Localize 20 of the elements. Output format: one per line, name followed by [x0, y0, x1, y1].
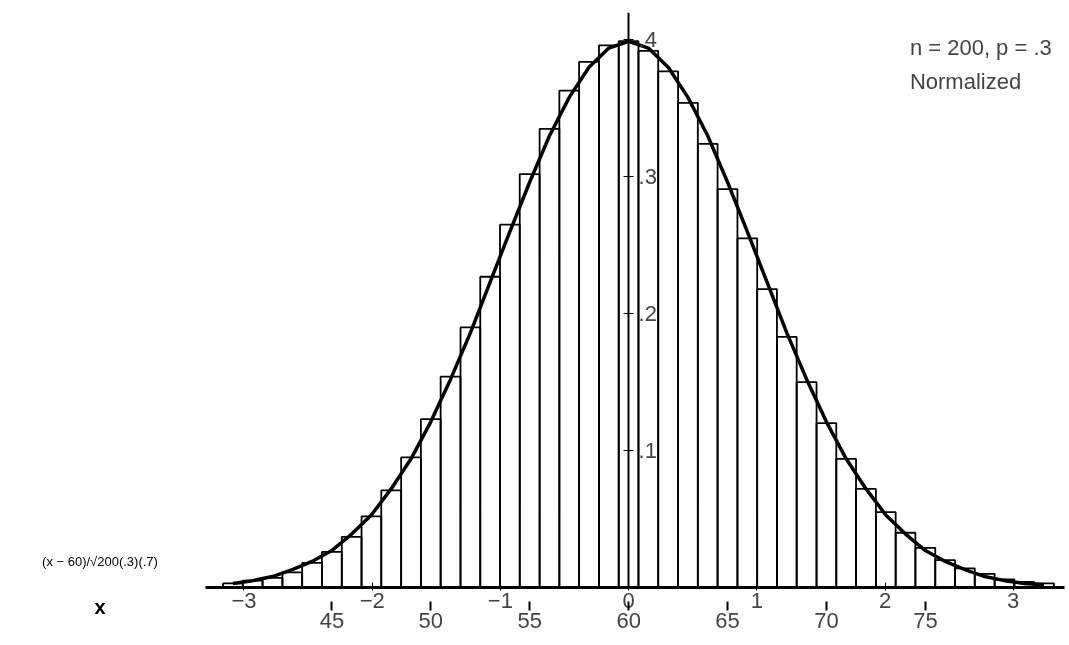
x2-tick-label: 45: [319, 607, 345, 633]
x2-tick-label: 65: [715, 607, 740, 633]
x2-tick-label: 55: [517, 607, 542, 633]
x-tick-label: 1: [750, 587, 763, 613]
x2-tick-label: 50: [418, 607, 444, 633]
annotation: Normalized: [909, 69, 1022, 94]
x-tick-label: −3: [231, 587, 257, 613]
x2-tick-label: 75: [913, 607, 938, 633]
y-tick-label: .4: [638, 27, 657, 53]
x-tick-label: −2: [359, 587, 385, 613]
y-tick-label: .1: [638, 438, 657, 464]
y-tick-label: .2: [638, 301, 657, 327]
x2-tick-label: 70: [814, 607, 839, 633]
x2-axis-title: x: [94, 595, 106, 620]
annotation: n = 200, p = .3: [909, 34, 1052, 60]
y-tick-label: .3: [638, 164, 657, 190]
x-tick-label: 2: [878, 587, 892, 613]
x-axis-title: (x − 60)/√200(.3)(.7): [42, 553, 158, 571]
x-tick-label: 3: [1007, 587, 1020, 613]
x-tick-label: −1: [487, 587, 513, 613]
